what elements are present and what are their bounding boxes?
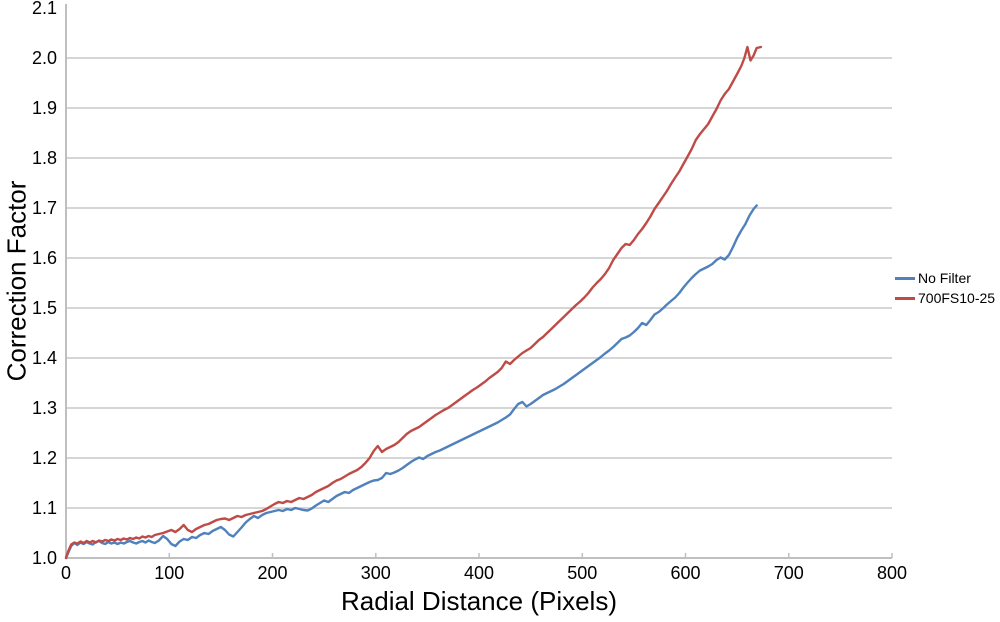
y-tick-label: 1.0 (32, 548, 57, 568)
legend-label-no-filter: No Filter (918, 270, 971, 286)
x-tick-label: 400 (464, 563, 494, 583)
series-line-no-filter (64, 204, 758, 560)
legend-label-700fs10-25: 700FS10-25 (918, 290, 996, 306)
y-tick-label: 2.1 (32, 0, 57, 18)
x-axis-title: Radial Distance (Pixels) (341, 586, 617, 616)
legend-line-blue-icon (895, 276, 915, 280)
x-tick-label: 600 (670, 563, 700, 583)
x-tick-label: 200 (257, 563, 287, 583)
y-tick-label: 1.5 (32, 298, 57, 318)
y-tick-label: 1.2 (32, 448, 57, 468)
legend-item-700fs10-25: 700FS10-25 (895, 288, 995, 308)
y-tick-label: 2.0 (32, 48, 57, 68)
y-tick-label: 1.9 (32, 98, 57, 118)
y-tick-label: 1.8 (32, 148, 57, 168)
legend: No Filter 700FS10-25 (895, 268, 995, 308)
x-tick-label: 0 (61, 563, 71, 583)
legend-item-no-filter: No Filter (895, 268, 995, 288)
x-tick-label: 500 (567, 563, 597, 583)
y-tick-label: 1.7 (32, 198, 57, 218)
legend-line-red-icon (895, 296, 915, 300)
x-tick-label: 800 (877, 563, 907, 583)
x-tick-label: 100 (154, 563, 184, 583)
x-tick-label: 300 (361, 563, 391, 583)
y-tick-label: 1.3 (32, 398, 57, 418)
y-tick-label: 1.1 (32, 498, 57, 518)
y-tick-label: 1.6 (32, 248, 57, 268)
y-tick-label: 1.4 (32, 348, 57, 368)
x-tick-label: 700 (774, 563, 804, 583)
y-axis-title: Correction Factor (1, 180, 32, 382)
series-line-700fs10-25 (64, 45, 763, 560)
